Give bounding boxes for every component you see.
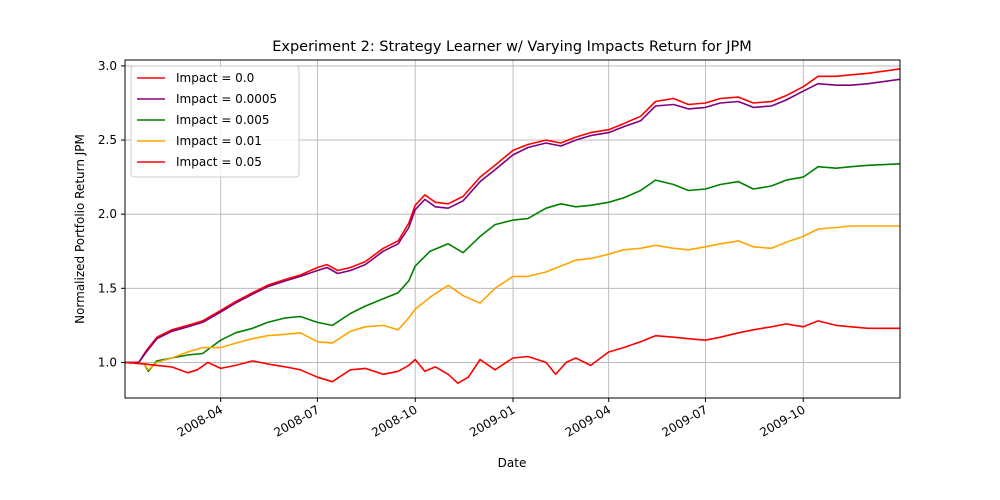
legend-label-2: Impact = 0.005: [176, 113, 270, 127]
legend-label-0: Impact = 0.0: [176, 71, 254, 85]
legend-label-1: Impact = 0.0005: [176, 92, 277, 106]
legend-label-3: Impact = 0.01: [176, 134, 262, 148]
y-tick-label: 2.0: [98, 207, 117, 221]
series-line-2: [125, 163, 900, 373]
legend: Impact = 0.0 Impact = 0.0005 Impact = 0.00…: [130, 65, 300, 178]
y-tick-label: 1.5: [98, 281, 117, 295]
series-line-4: [125, 320, 900, 385]
series-line-0: [125, 68, 900, 364]
y-tick-label: 2.5: [98, 133, 117, 147]
legend-label-4: Impact = 0.05: [176, 155, 262, 169]
y-axis-title: Normalized Portfolio Return JPM: [73, 134, 87, 324]
legend-box: [130, 65, 300, 178]
series-layer: [125, 68, 900, 385]
y-tick-label: 1.0: [98, 355, 117, 369]
x-axis-title: Date: [498, 456, 527, 470]
plot-frame: [124, 59, 901, 399]
chart-title: Experiment 2: Strategy Learner w/ Varyin…: [272, 39, 752, 55]
grid: [125, 60, 900, 398]
series-line-1: [125, 78, 900, 364]
y-axis: 1.0 1.5 2.0 2.5 3.0: [98, 59, 125, 369]
series-line-3: [125, 225, 900, 371]
y-tick-label: 3.0: [98, 59, 117, 73]
